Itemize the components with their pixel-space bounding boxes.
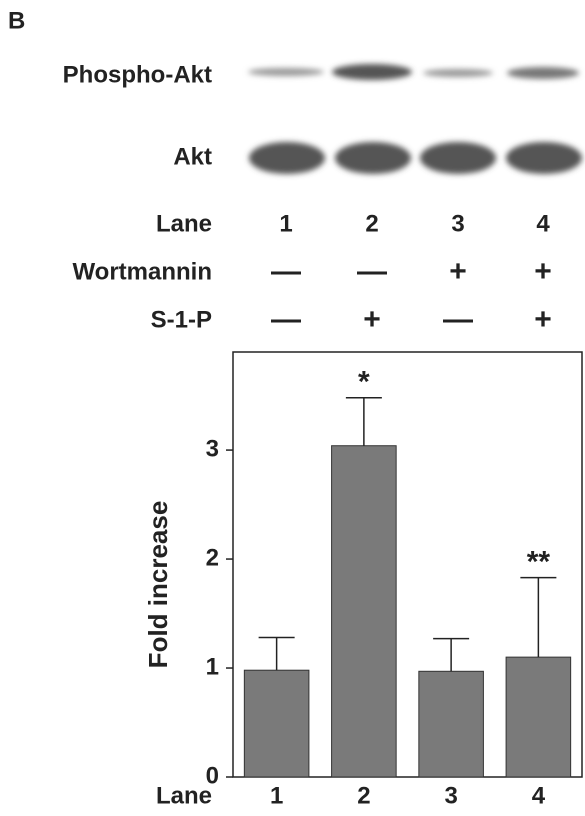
condition-cell: — xyxy=(357,255,387,288)
condition-cell: + xyxy=(363,303,381,336)
condition-cell: — xyxy=(271,255,301,288)
condition-cell: + xyxy=(449,255,467,288)
y-axis-label: Fold increase xyxy=(143,501,173,669)
condition-cell: + xyxy=(534,255,552,288)
condition-cell: — xyxy=(443,303,473,336)
y-tick-label: 2 xyxy=(206,544,219,571)
bar xyxy=(332,446,397,777)
x-tick-label: 2 xyxy=(357,782,370,809)
y-tick-label: 1 xyxy=(206,653,219,680)
condition-label: S-1-P xyxy=(151,306,212,333)
band xyxy=(249,142,325,174)
condition-label: Wortmannin xyxy=(72,258,212,285)
bar xyxy=(419,671,484,777)
condition-cell: + xyxy=(534,303,552,336)
x-axis-label: Lane xyxy=(156,782,212,809)
condition-label: Lane xyxy=(156,210,212,237)
band xyxy=(420,142,496,174)
band xyxy=(423,69,493,77)
annotation: ** xyxy=(527,545,551,578)
blot-label: Phospho-Akt xyxy=(63,61,212,88)
band xyxy=(332,64,412,80)
bar xyxy=(244,670,309,777)
condition-cell: — xyxy=(271,303,301,336)
x-tick-label: 4 xyxy=(532,782,546,809)
annotation: * xyxy=(358,366,370,399)
band xyxy=(335,142,411,174)
condition-cell: 3 xyxy=(451,210,464,237)
blot-bands xyxy=(248,64,582,174)
x-tick-label: 3 xyxy=(444,782,457,809)
condition-cell: 2 xyxy=(365,210,378,237)
blot-label: Akt xyxy=(173,143,212,170)
condition-cell: 1 xyxy=(279,210,292,237)
y-tick-label: 3 xyxy=(206,435,219,462)
bar xyxy=(506,657,571,777)
x-tick-label: 1 xyxy=(270,782,283,809)
figure: B Phospho-Akt Akt Lane 1 2 3 4 Wortmannin — — + +… xyxy=(0,0,585,811)
condition-cell: 4 xyxy=(536,210,550,237)
band xyxy=(507,67,579,79)
panel-label: B xyxy=(8,7,25,34)
band xyxy=(506,142,582,174)
band xyxy=(248,68,324,76)
page: B Phospho-Akt Akt Lane 1 2 3 4 Wortmannin — — + +… xyxy=(0,0,585,816)
